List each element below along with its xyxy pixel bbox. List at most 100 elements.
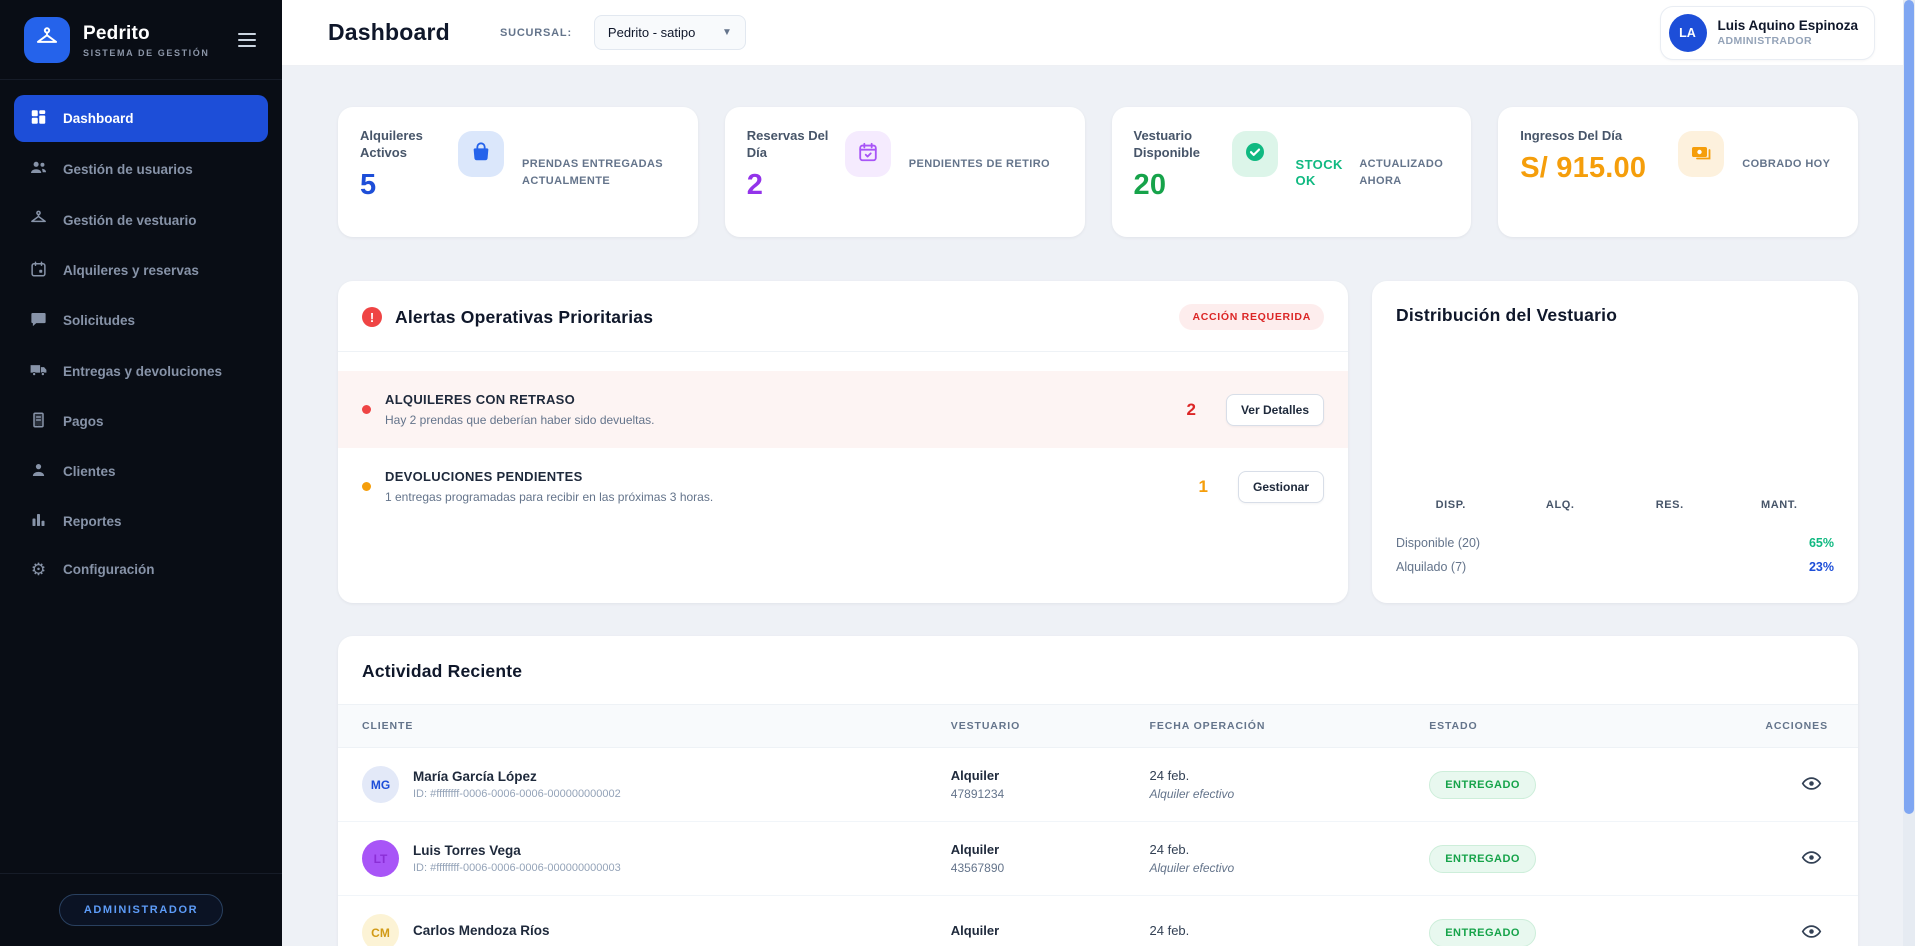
app-logo-row: Pedrito SISTEMA DE GESTIÓN	[0, 0, 282, 80]
stat-card-alquileres-activos: Alquileres Activos 5 PRENDAS ENTREGADAS …	[338, 107, 698, 237]
status-badge: ENTREGADO	[1429, 918, 1536, 946]
activity-card: Actividad Reciente CLIENTE VESTUARIO FEC…	[338, 636, 1858, 946]
sidebar-item-gestion-vestuario[interactable]: Gestión de vestuario	[14, 196, 268, 244]
bar-chart-icon	[29, 511, 48, 532]
avatar: LA	[1668, 13, 1707, 52]
users-icon	[29, 158, 48, 180]
chat-icon	[29, 310, 48, 331]
page-title: Dashboard	[328, 19, 450, 45]
chevron-down-icon: ▼	[722, 27, 732, 38]
alert-count: 1	[1198, 476, 1208, 496]
view-details-eye-icon[interactable]	[1799, 845, 1824, 873]
action-required-badge: ACCIÓN REQUERIDA	[1179, 304, 1324, 330]
avatar: LT	[362, 840, 399, 877]
column-header-cliente: CLIENTE	[362, 720, 414, 732]
client-id: ID: #ffffffff-0006-0006-0006-00000000000…	[413, 862, 621, 874]
administrator-badge[interactable]: ADMINISTRADOR	[58, 894, 224, 926]
sidebar-item-configuracion[interactable]: ⚙ Configuración	[14, 548, 268, 591]
table-row: LT Luis Torres Vega ID: #ffffffff-0006-0…	[338, 822, 1858, 896]
app-subtitle: SISTEMA DE GESTIÓN	[83, 47, 210, 58]
column-header-estado: ESTADO	[1429, 720, 1478, 732]
axis-label: ALQ.	[1545, 499, 1575, 511]
axis-label: MANT.	[1760, 499, 1798, 511]
top-bar: Dashboard SUCURSAL: Pedrito - satipo ▼ L…	[282, 0, 1915, 66]
stat-card-ingresos-del-dia: Ingresos Del Día S/ 915.00 COBRADO HOY	[1498, 107, 1858, 237]
legend-label: Disponible (20)	[1396, 536, 1481, 550]
table-header: CLIENTE VESTUARIO FECHA OPERACIÓN ESTADO…	[338, 704, 1858, 748]
axis-label: RES.	[1655, 499, 1684, 511]
dashboard-grid-icon	[29, 108, 48, 129]
sidebar-item-clientes[interactable]: Clientes	[14, 448, 268, 495]
sidebar-item-label: Clientes	[63, 464, 116, 479]
alert-count: 2	[1186, 399, 1196, 419]
stat-label: Reservas Del Día	[746, 128, 829, 160]
person-icon	[29, 461, 48, 482]
branch-select-value: Pedrito - satipo	[607, 25, 696, 40]
ver-detalles-button[interactable]: Ver Detalles	[1225, 393, 1324, 426]
sidebar-item-dashboard[interactable]: Dashboard	[14, 95, 268, 142]
alerts-card: ! Alertas Operativas Prioritarias ACCIÓN…	[338, 281, 1348, 603]
app-title: Pedrito	[83, 22, 150, 44]
sidebar-item-label: Solicitudes	[63, 313, 136, 328]
sidebar-item-label: Gestión de usuarios	[63, 161, 193, 177]
status-badge: ENTREGADO	[1429, 844, 1536, 873]
sidebar-item-reportes[interactable]: Reportes	[14, 498, 268, 545]
fecha-nota: Alquiler efectivo	[1149, 861, 1235, 875]
vestuario-dni: 47891234	[950, 787, 1005, 801]
app-title-block: Pedrito SISTEMA DE GESTIÓN	[83, 23, 209, 58]
table-row: CM Carlos Mendoza Ríos Alquiler 24 feb. …	[338, 896, 1858, 946]
sidebar-menu: Dashboard Gestión de usuarios Gestión de…	[0, 80, 282, 606]
stat-value: 2	[746, 168, 764, 201]
truck-icon	[29, 360, 48, 382]
branch-select[interactable]: Pedrito - satipo ▼	[593, 15, 746, 50]
stat-card-reservas-del-dia: Reservas Del Día 2 PENDIENTES DE RETIRO	[724, 107, 1085, 237]
alert-row-alquileres-retraso: ALQUILERES CON RETRASO Hay 2 prendas que…	[338, 371, 1348, 448]
sidebar-item-gestion-usuarios[interactable]: Gestión de usuarios	[14, 145, 268, 193]
stat-caption: COBRADO HOY	[1742, 158, 1831, 170]
client-name: Carlos Mendoza Ríos	[413, 923, 550, 938]
gestionar-button[interactable]: Gestionar	[1237, 470, 1324, 503]
gear-icon: ⚙	[30, 560, 47, 579]
table-row: MG María García López ID: #ffffffff-0006…	[338, 748, 1858, 822]
status-badge: ENTREGADO	[1429, 770, 1536, 799]
stat-icon-chip	[458, 131, 504, 177]
alert-subtitle: 1 entregas programadas para recibir en l…	[385, 490, 714, 504]
stock-ok-text: STOCK OK	[1295, 156, 1343, 188]
column-header-vestuario: VESTUARIO	[950, 720, 1021, 732]
bag-icon	[470, 141, 492, 168]
sidebar-item-label: Configuración	[63, 562, 155, 577]
alert-subtitle: Hay 2 prendas que deberían haber sido de…	[385, 413, 655, 427]
stat-card-vestuario-disponible: Vestuario Disponible 20 STOCK OK ACTUALI…	[1111, 107, 1472, 237]
column-header-fecha: FECHA OPERACIÓN	[1149, 720, 1266, 732]
view-details-eye-icon[interactable]	[1799, 771, 1824, 799]
check-circle-icon	[1243, 140, 1267, 169]
scrollbar-thumb[interactable]	[1904, 0, 1914, 814]
vestuario-dni: 43567890	[950, 861, 1005, 875]
vestuario-type: Alquiler	[950, 842, 1000, 857]
legend-row-disponible: Disponible (20) 65%	[1396, 531, 1834, 555]
distribution-card: Distribución del Vestuario DISP. ALQ. RE…	[1372, 281, 1858, 603]
sidebar-item-alquileres-reservas[interactable]: Alquileres y reservas	[14, 247, 268, 294]
user-chip[interactable]: LA Luis Aquino Espinoza ADMINISTRADOR	[1659, 5, 1875, 60]
sidebar-item-solicitudes[interactable]: Solicitudes	[14, 297, 268, 344]
calendar-check-icon	[857, 141, 879, 168]
legend-row-alquilado: Alquilado (7) 23%	[1396, 555, 1834, 579]
sidebar-item-entregas-devoluciones[interactable]: Entregas y devoluciones	[14, 347, 268, 395]
stat-caption: PENDIENTES DE RETIRO	[908, 158, 1050, 170]
column-header-acciones: ACCIONES	[1765, 720, 1828, 732]
stat-label: Vestuario Disponible	[1133, 128, 1200, 160]
page-scrollbar[interactable]	[1903, 0, 1915, 946]
alert-dot-icon	[362, 482, 371, 491]
vestuario-type: Alquiler	[950, 768, 1000, 783]
sidebar-item-pagos[interactable]: Pagos	[14, 398, 268, 445]
alert-title: DEVOLUCIONES PENDIENTES	[385, 469, 583, 484]
view-details-eye-icon[interactable]	[1799, 919, 1824, 946]
avatar: MG	[362, 766, 399, 803]
legend-percent: 65%	[1808, 536, 1834, 550]
sidebar-item-label: Reportes	[63, 514, 122, 529]
stat-caption: PRENDAS ENTREGADAS ACTUALMENTE	[522, 158, 664, 187]
hamburger-menu-icon[interactable]	[234, 29, 260, 51]
stat-value: 5	[360, 168, 377, 201]
receipt-icon	[29, 411, 48, 432]
calendar-icon	[29, 260, 48, 281]
